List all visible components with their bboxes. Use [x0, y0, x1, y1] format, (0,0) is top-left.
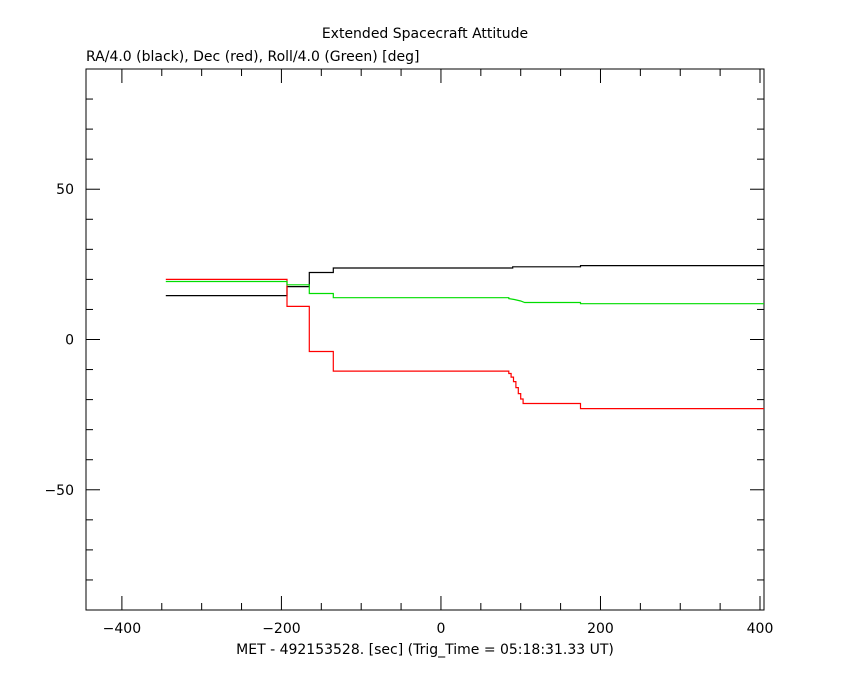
x-tick-label: 400 [747, 621, 774, 637]
plot-frame [85, 68, 765, 611]
series-line-0 [165, 265, 764, 297]
y-tick-label: −50 [44, 483, 74, 499]
x-tick-label: 0 [436, 621, 445, 637]
x-tick-label: −200 [262, 621, 300, 637]
y-tick-label: 0 [65, 333, 74, 349]
chart-title: Extended Spacecraft Attitude [322, 26, 528, 42]
axis-tick-labels: −400 −200 0 200 400 −50 0 50 [44, 182, 773, 637]
x-tick-label: 200 [587, 621, 614, 637]
series-line-1 [165, 278, 764, 410]
x-tick-label: −400 [103, 621, 141, 637]
series-line-2 [165, 280, 764, 305]
y-tick-label: 50 [56, 182, 74, 198]
x-axis-label: MET - 492153528. [sec] (Trig_Time = 05:1… [236, 642, 614, 658]
series-group [165, 265, 764, 410]
chart-subtitle: RA/4.0 (black), Dec (red), Roll/4.0 (Gre… [86, 49, 419, 65]
axis-ticks [86, 68, 764, 611]
